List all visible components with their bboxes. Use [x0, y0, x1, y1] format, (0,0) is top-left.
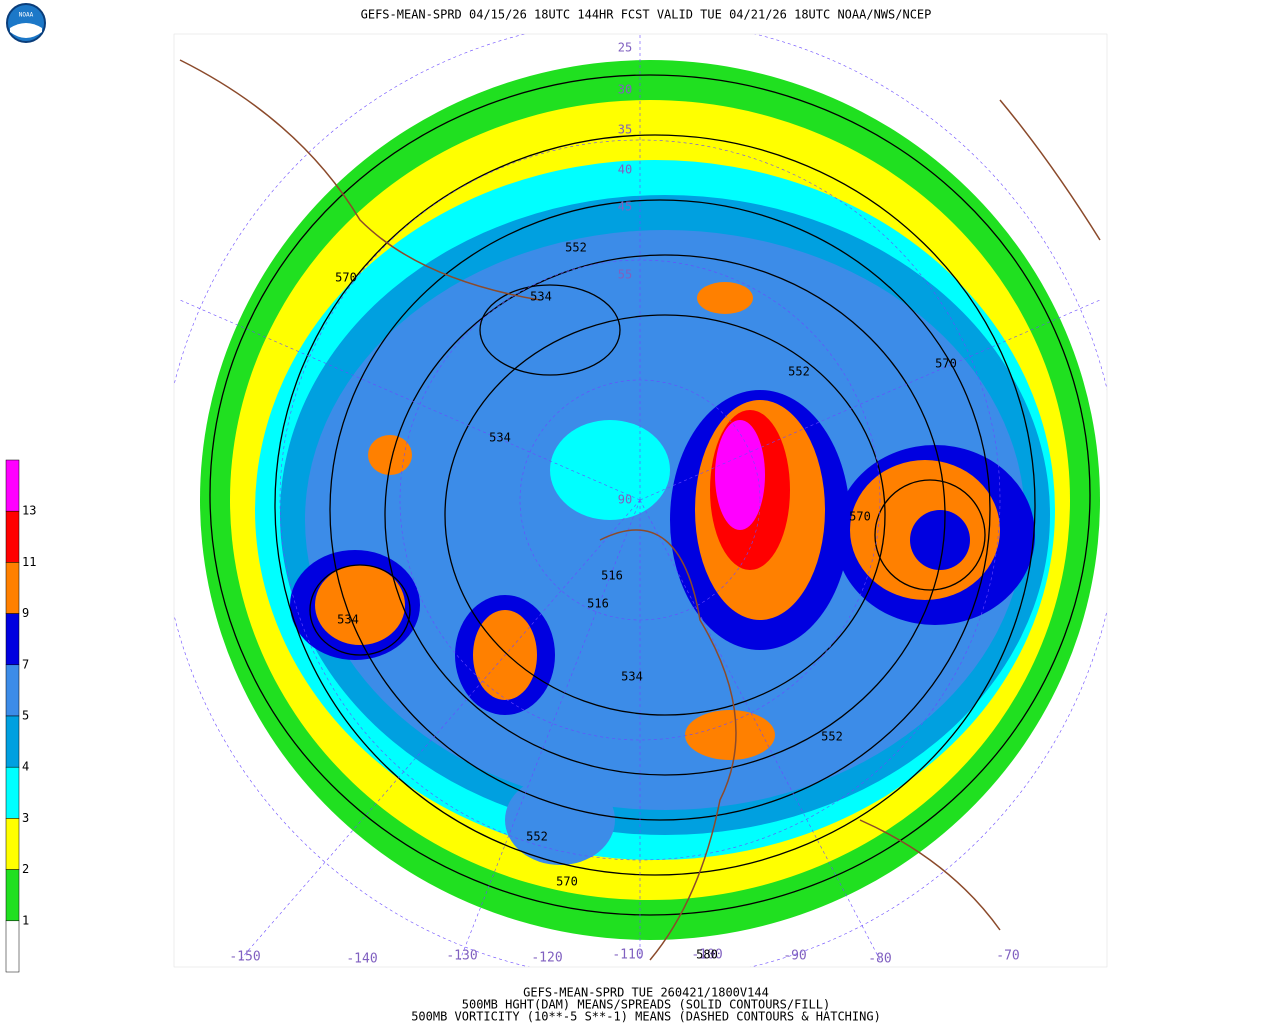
legend-label: 13 [22, 504, 36, 518]
spread-9c [315, 565, 405, 645]
legend-label: 2 [22, 862, 29, 876]
longitude-label: -90 [783, 949, 806, 964]
logo-wave [10, 23, 42, 38]
longitude-label: -110 [612, 948, 643, 963]
spread-5b [505, 775, 615, 865]
legend-label: 1 [22, 913, 29, 927]
legend-swatch [5, 664, 20, 717]
legend-swatch [5, 562, 20, 614]
latitude-label: 55 [618, 268, 632, 282]
contour-label: 580 [696, 948, 718, 962]
legend-swatch [5, 613, 20, 666]
legend-swatch [5, 510, 20, 563]
longitude-label: -130 [446, 949, 477, 964]
coastlines [179, 59, 1101, 961]
legend-swatch [5, 766, 20, 819]
contour-label: 570 [935, 357, 957, 371]
spread-9g [368, 435, 412, 475]
footer-line: 500MB VORTICITY (10**-5 S**-1) MEANS (DA… [411, 1010, 881, 1024]
contour-label: 552 [821, 730, 843, 744]
contour-label: 534 [337, 613, 359, 627]
legend-label: 4 [22, 760, 29, 774]
longitude-label: -140 [346, 952, 377, 967]
spread-9f [697, 282, 753, 314]
contour-label: 570 [335, 271, 357, 285]
contour-label: 552 [565, 241, 587, 255]
longitude-label: -80 [868, 952, 891, 967]
legend-label: 11 [22, 555, 36, 569]
contour-label: 570 [556, 875, 578, 889]
contour-label: 552 [526, 830, 548, 844]
contour-label: 570 [849, 510, 871, 524]
latitude-label: 30 [618, 83, 632, 97]
footer-line: 500MB HGHT(DAM) MEANS/SPREADS (SOLID CON… [462, 998, 830, 1012]
legend-swatch [5, 869, 20, 922]
map-frame [173, 33, 1108, 968]
contour-label: 552 [788, 365, 810, 379]
longitude-label: -150 [229, 950, 260, 965]
map: -150 -140 -130 -120 -110 -100 -90 -80 -70 25 30 35 4… [173, 33, 1108, 968]
legend-label: 3 [22, 811, 29, 825]
legend-swatch [5, 715, 20, 768]
latitude-label: 35 [618, 123, 632, 137]
contour-label: 516 [587, 597, 609, 611]
logo: NOAA [6, 3, 46, 43]
height-contours [209, 74, 1091, 916]
contour-label: 534 [489, 431, 511, 445]
spread-7b [910, 510, 970, 570]
legend-swatch [5, 920, 20, 973]
footer-line: GEFS-MEAN-SPRD TUE 260421/1800V144 [523, 986, 769, 1000]
latitude-label: 40 [618, 163, 632, 177]
graticule [174, 34, 1107, 967]
latitude-label: 25 [618, 41, 632, 55]
latitude-label: 90 [618, 493, 632, 507]
legend-swatch [5, 818, 20, 870]
longitude-label: -70 [996, 949, 1019, 964]
legend: 13 11 9 7 5 4 3 2 1 [5, 459, 36, 973]
legend-label: 5 [22, 709, 29, 723]
title: GEFS-MEAN-SPRD 04/15/26 18UTC 144HR FCST… [361, 8, 932, 22]
map-body [174, 34, 1107, 967]
legend-label: 7 [22, 657, 29, 671]
latitude-label: 45 [618, 200, 632, 214]
spread-3b [550, 420, 670, 520]
legend-label: 9 [22, 606, 29, 620]
spread-13 [715, 420, 765, 530]
contour-label: 534 [621, 670, 643, 684]
spread-9e [685, 710, 775, 760]
contour-label: 534 [530, 290, 552, 304]
longitude-label: -100 [691, 948, 722, 963]
legend-swatch [5, 459, 20, 512]
contour-label: 516 [601, 569, 623, 583]
logo-text: NOAA [19, 12, 34, 19]
longitude-label: -120 [531, 951, 562, 966]
